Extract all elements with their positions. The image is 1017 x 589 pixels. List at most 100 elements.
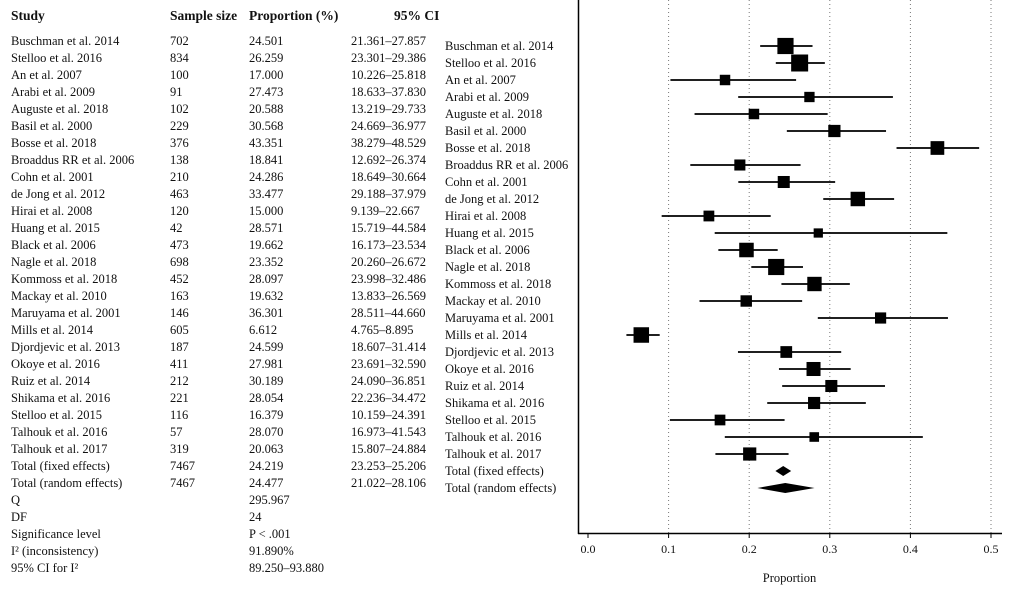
- study-name: de Jong et al. 2012: [11, 187, 106, 201]
- sample-size: 42: [170, 221, 183, 235]
- header-ci: 95% CI: [394, 8, 440, 23]
- table-row: Stelloo et al. 2015 116 16.379 10.159–24.39…: [0, 408, 440, 425]
- study-name: Black et al. 2006: [11, 238, 96, 252]
- sample-size: 376: [170, 136, 189, 150]
- sample-size: 91: [170, 85, 183, 99]
- sample-size: 138: [170, 153, 189, 167]
- summary-diamond: [757, 483, 815, 493]
- table-row: Total (random effects) 7467 24.477 21.022–2…: [0, 476, 440, 493]
- ci-value: 9.139–22.667: [351, 204, 420, 218]
- stat-value: 89.250–93.880: [249, 561, 324, 575]
- study-label: Huang et al. 2015: [445, 226, 534, 240]
- proportion-value: 16.379: [249, 408, 284, 422]
- study-label: Mills et al. 2014: [445, 328, 528, 342]
- study-name: Talhouk et al. 2017: [11, 442, 108, 456]
- ci-value: 12.692–26.374: [351, 153, 426, 167]
- study-label: Shikama et al. 2016: [445, 396, 544, 410]
- study-name: Kommoss et al. 2018: [11, 272, 118, 286]
- point-estimate: [734, 159, 746, 171]
- ci-value: 18.633–37.830: [351, 85, 426, 99]
- study-label: Maruyama et al. 2001: [445, 311, 555, 325]
- sample-size: 212: [170, 374, 189, 388]
- study-label: Talhouk et al. 2017: [445, 447, 541, 461]
- table-row: Stelloo et al. 2016 834 26.259 23.301–29.38…: [0, 51, 440, 68]
- proportion-value: 19.662: [249, 238, 284, 252]
- point-estimate: [804, 91, 815, 103]
- ci-value: 10.226–25.818: [351, 68, 426, 82]
- forest-plot: 0.0 0.1 0.2 0.3 0.4 0.5 Proportion Buschman et …: [440, 0, 1017, 589]
- ci-value: 18.649–30.664: [351, 170, 426, 184]
- study-name: Basil et al. 2000: [11, 119, 93, 133]
- table-row: Buschman et al. 2014 702 24.501 21.361–27.8…: [0, 34, 440, 51]
- table-row: Shikama et al. 2016 221 28.054 22.236–34.47…: [0, 391, 440, 408]
- point-estimate: [780, 346, 793, 358]
- proportion-value: 24.286: [249, 170, 284, 184]
- sample-size: 221: [170, 391, 189, 405]
- stat-label: DF: [11, 510, 27, 524]
- ci-value: 20.260–26.672: [351, 255, 426, 269]
- stat-label: Q: [11, 493, 21, 507]
- proportion-value: 18.841: [249, 153, 284, 167]
- study-name: Arabi et al. 2009: [11, 85, 96, 99]
- x-tick-label: 0.3: [822, 542, 837, 556]
- study-label: Auguste et al. 2018: [445, 107, 542, 121]
- header-proportion: Proportion (%): [249, 8, 339, 23]
- sample-size: 229: [170, 119, 189, 133]
- stat-value: 24: [249, 510, 262, 524]
- stat-label: Significance level: [11, 527, 101, 541]
- point-estimate: [813, 228, 823, 238]
- point-estimate: [808, 396, 821, 410]
- study-label: Kommoss et al. 2018: [445, 277, 551, 291]
- study-label: An et al. 2007: [445, 73, 516, 87]
- proportion-value: 24.477: [249, 476, 284, 490]
- proportion-value: 28.097: [249, 272, 284, 286]
- proportion-value: 30.568: [249, 119, 284, 133]
- study-name: Okoye et al. 2016: [11, 357, 100, 371]
- table-row: Arabi et al. 2009 91 27.473 18.633–37.830: [0, 85, 440, 102]
- study-name: Buschman et al. 2014: [11, 34, 120, 48]
- study-label: Djordjevic et al. 2013: [445, 345, 554, 359]
- x-tick-label: 0.4: [903, 542, 918, 556]
- ci-value: 23.691–32.590: [351, 357, 426, 371]
- sample-size: 452: [170, 272, 189, 286]
- ci-value: 38.279–48.529: [351, 136, 426, 150]
- study-name: Total (random effects): [11, 476, 123, 490]
- point-estimate: [791, 54, 809, 72]
- point-estimate: [777, 37, 794, 55]
- ci-value: 21.361–27.857: [351, 34, 426, 48]
- study-name: An et al. 2007: [11, 68, 82, 82]
- summary-label: Total (random effects): [445, 481, 556, 495]
- table-row: Auguste et al. 2018 102 20.588 13.219–29.73…: [0, 102, 440, 119]
- point-estimate: [719, 74, 731, 86]
- point-estimate: [748, 108, 760, 120]
- table-row: Huang et al. 2015 42 28.571 15.719–44.584: [0, 221, 440, 238]
- table-row: Talhouk et al. 2017 319 20.063 15.807–24.88…: [0, 442, 440, 459]
- summary-label: Total (fixed effects): [445, 464, 544, 478]
- point-estimate: [740, 295, 752, 307]
- ci-value: 13.219–29.733: [351, 102, 426, 116]
- study-label: Black et al. 2006: [445, 243, 530, 257]
- proportion-value: 30.189: [249, 374, 284, 388]
- point-estimate: [743, 447, 757, 461]
- study-name: Hirai et al. 2008: [11, 204, 93, 218]
- study-label: Bosse et al. 2018: [445, 141, 530, 155]
- table-row: Black et al. 2006 473 19.662 16.173–23.534: [0, 238, 440, 255]
- study-name: Broaddus RR et al. 2006: [11, 153, 135, 167]
- forest-plot-svg: 0.0 0.1 0.2 0.3 0.4 0.5 Proportion Buschman et …: [445, 0, 1002, 585]
- sample-size: 411: [170, 357, 189, 371]
- sample-size: 702: [170, 34, 189, 48]
- table-row: An et al. 2007 100 17.000 10.226–25.818: [0, 68, 440, 85]
- point-estimate: [768, 258, 785, 276]
- point-estimate: [874, 312, 887, 324]
- point-estimate: [633, 327, 650, 343]
- stat-row: I² (inconsistency) 91.890%: [0, 544, 440, 561]
- table-row: Talhouk et al. 2016 57 28.070 16.973–41.543: [0, 425, 440, 442]
- table-row: Cohn et al. 2001 210 24.286 18.649–30.664: [0, 170, 440, 187]
- stat-label: 95% CI for I²: [11, 561, 79, 575]
- point-estimate: [828, 124, 841, 138]
- ci-value: 22.236–34.472: [351, 391, 426, 405]
- study-label: Stelloo et al. 2015: [445, 413, 536, 427]
- study-name: Stelloo et al. 2015: [11, 408, 102, 422]
- sample-size: 698: [170, 255, 189, 269]
- ci-value: 15.719–44.584: [351, 221, 426, 235]
